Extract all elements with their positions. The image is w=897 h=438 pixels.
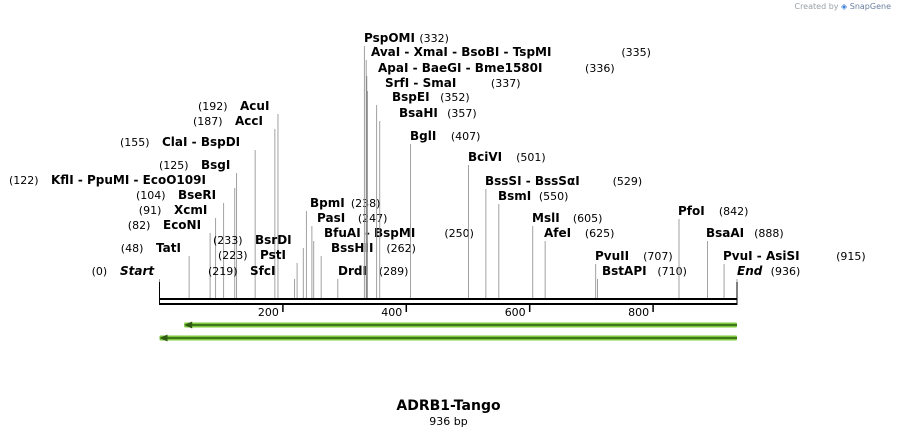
site-position: (501)	[516, 151, 546, 164]
site-position: (104)	[136, 189, 166, 202]
enzyme-label[interactable]: BsaAI	[706, 226, 744, 240]
site-position: (187)	[193, 115, 223, 128]
site-position: (250)	[444, 227, 474, 240]
site-position: (407)	[451, 130, 481, 143]
enzyme-label[interactable]: BsmI	[498, 189, 531, 203]
enzyme-label[interactable]: XcmI	[174, 203, 207, 217]
enzyme-label[interactable]: PstI	[260, 248, 286, 262]
enzyme-label[interactable]: DrdI	[338, 264, 367, 278]
site-position: (289)	[379, 265, 409, 278]
branding-name: SnapGene	[849, 2, 891, 11]
site-position: (0)	[92, 265, 108, 278]
site-position: (233)	[213, 234, 243, 247]
site-position: (336)	[585, 62, 615, 75]
sequence-length: 936 bp	[429, 415, 468, 428]
snapgene-logo-icon: ◈	[841, 2, 848, 11]
enzyme-label[interactable]: SrfI - SmaI	[385, 76, 456, 90]
enzyme-label[interactable]: AfeI	[544, 226, 571, 240]
site-position: (710)	[657, 265, 687, 278]
enzyme-label[interactable]: EcoNI	[163, 218, 201, 232]
site-position: (625)	[585, 227, 615, 240]
enzyme-label[interactable]: AcuI	[240, 99, 269, 113]
site-position: (238)	[351, 197, 381, 210]
site-position: (605)	[573, 212, 603, 225]
enzyme-label[interactable]: PvuI - AsiSI	[723, 249, 800, 263]
enzyme-label[interactable]: BpmI	[310, 196, 345, 210]
site-position: (352)	[440, 91, 470, 104]
enzyme-label[interactable]: BstAPI	[602, 264, 647, 278]
enzyme-label[interactable]: BsgI	[201, 158, 230, 172]
enzyme-label[interactable]: AccI	[235, 114, 263, 128]
enzyme-label[interactable]: BciVI	[468, 150, 502, 164]
site-position: (82)	[128, 219, 151, 232]
site-position: (122)	[9, 174, 39, 187]
site-position: (915)	[836, 250, 866, 263]
enzyme-label[interactable]: PasI	[317, 211, 345, 225]
site-position: (936)	[771, 265, 801, 278]
site-position: (550)	[539, 190, 569, 203]
site-position: (335)	[621, 46, 651, 59]
axis-tick-label: 200	[258, 306, 279, 319]
branding-prefix: Created by	[794, 2, 839, 11]
enzyme-label[interactable]: BfuAI - BspMI	[324, 226, 415, 240]
forward-arrow-2-arrowhead	[159, 334, 168, 342]
forward-arrow-1-arrowhead	[184, 321, 193, 329]
site-position: (155)	[120, 136, 150, 149]
site-position: (48)	[121, 242, 144, 255]
site-position: (332)	[419, 32, 449, 45]
enzyme-label[interactable]: TatI	[156, 241, 181, 255]
site-position: (842)	[719, 205, 749, 218]
enzyme-label[interactable]: End	[737, 264, 763, 278]
sequence-name: ADRB1-Tango	[396, 398, 501, 414]
enzyme-label[interactable]: AvaI - XmaI - BsoBI - TspMI	[371, 45, 551, 59]
enzyme-label[interactable]: BseRI	[178, 188, 216, 202]
enzyme-label[interactable]: BsrDI	[255, 233, 292, 247]
axis-tick-label: 800	[628, 306, 649, 319]
enzyme-label[interactable]: MslI	[532, 211, 560, 225]
snapgene-branding: Created by ◈ SnapGene	[794, 2, 891, 11]
site-position: (219)	[208, 265, 238, 278]
site-position: (357)	[447, 107, 477, 120]
site-position: (529)	[613, 175, 643, 188]
enzyme-label[interactable]: PfoI	[678, 204, 705, 218]
enzyme-label[interactable]: PvuII	[595, 249, 629, 263]
enzyme-label[interactable]: KflI - PpuMI - EcoO109I	[51, 173, 206, 187]
enzyme-label[interactable]: BglI	[410, 129, 436, 143]
enzyme-label[interactable]: BssSI - BssSαI	[485, 174, 580, 188]
site-position: (192)	[198, 100, 228, 113]
enzyme-label[interactable]: BsaHI	[399, 106, 438, 120]
site-position: (888)	[754, 227, 784, 240]
site-position: (707)	[643, 250, 673, 263]
site-position: (262)	[386, 242, 416, 255]
enzyme-label[interactable]: BssHII	[331, 241, 373, 255]
site-position: (337)	[491, 77, 521, 90]
enzyme-label[interactable]: BspEI	[392, 90, 430, 104]
enzyme-label[interactable]: ApaI - BaeGI - Bme1580I	[378, 61, 542, 75]
axis-tick-label: 400	[381, 306, 402, 319]
site-position: (91)	[139, 204, 162, 217]
enzyme-label[interactable]: ClaI - BspDI	[162, 135, 240, 149]
site-position: (223)	[218, 249, 248, 262]
site-position: (125)	[159, 159, 189, 172]
axis-tick-label: 600	[505, 306, 526, 319]
enzyme-label[interactable]: PspOMI	[364, 31, 415, 45]
site-position: (247)	[358, 212, 388, 225]
enzyme-label[interactable]: SfcI	[250, 264, 275, 278]
enzyme-label[interactable]: Start	[120, 264, 155, 278]
